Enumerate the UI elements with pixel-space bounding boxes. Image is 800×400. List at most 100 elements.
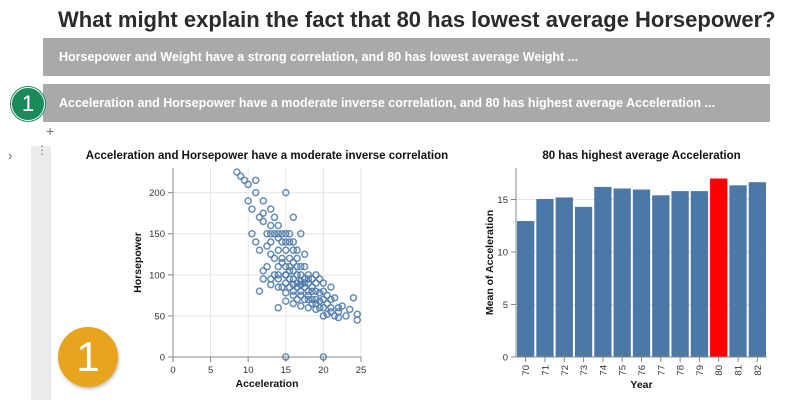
scatter-point [289,287,298,296]
bar-72 [555,197,573,357]
scatter-point [319,303,328,312]
scatter-point [282,271,290,279]
scatter-point [312,305,320,314]
x-tick-label: 78 [676,365,687,376]
scatter-point [289,213,298,222]
x-tick-label: 73 [579,365,590,376]
x-tick-label: 71 [540,365,551,376]
scatter-point [289,238,298,246]
scatter-point [308,299,316,308]
scatter-point [297,229,305,238]
x-tick-label: 0 [170,365,175,376]
scatter-point [248,205,256,213]
scatter-point [282,262,290,271]
scatter-point [315,289,324,297]
x-tick-label: 10 [243,365,254,376]
scatter-point [304,303,313,312]
x-tick-label: 79 [695,365,706,376]
scatter-point [300,295,309,304]
scatter-point [312,295,320,304]
page-title: What might explain the fact that 80 has … [58,7,776,32]
scatter-point [297,291,305,300]
scatter-point [289,291,298,300]
scatter-point [233,168,241,176]
scatter-point [270,213,279,222]
y-tick-label: 200 [149,188,165,199]
scatter-point [312,279,320,287]
scatter-point [270,271,279,279]
scatter-point [274,303,283,312]
add-cell-button[interactable]: + [46,123,55,139]
scatter-point [334,303,343,312]
scatter-point [278,229,286,238]
cell-menu-icon[interactable]: ⋮ [36,143,48,157]
scatter-point [274,271,283,279]
scatter-point [285,262,294,271]
scatter-point [278,254,286,263]
scatter-point [293,254,301,263]
scatter-point [248,229,256,238]
scatter-point [297,302,305,310]
scatter-point [274,221,283,230]
scatter-point [282,246,290,254]
scatter-point [330,312,339,320]
y-tick-label: 0 [160,353,165,364]
explanation-item-1[interactable]: Horsepower and Weight have a strong corr… [43,38,770,76]
y-tick-label: 50 [154,311,165,322]
scatter-point [240,176,249,185]
scatter-point [338,302,346,310]
x-tick-label: 81 [734,365,745,376]
scatter-point [244,197,252,205]
scatter-point [323,291,331,300]
scatter-point [319,295,328,304]
scatter-point [274,234,283,242]
scatter-point [255,287,264,296]
scatter-point [274,283,283,291]
scatter-point [319,287,328,296]
x-tick-label: 80 [714,365,725,376]
scatter-point [293,279,301,287]
scatter-point [267,280,275,289]
scatter-point [289,299,298,308]
scatter-point [293,271,301,279]
scatter-point [353,316,361,324]
y-tick-label: 100 [149,270,165,281]
x-tick-label: 5 [208,365,213,376]
scatter-point [297,262,305,271]
explanation-item-2[interactable]: Acceleration and Horsepower have a moder… [43,84,770,122]
scatter-point [315,275,324,283]
x-tick-label: 20 [318,365,329,376]
y-tick-label: 150 [149,229,165,240]
scatter-point [300,262,309,271]
chevron-right-icon[interactable]: › [8,148,13,163]
x-tick-label: 82 [753,365,764,376]
x-tick-label: 75 [618,365,629,376]
scatter-point [289,258,298,267]
scatter-point [285,275,294,283]
scatter-point [319,279,328,287]
scatter-point [308,275,316,283]
scatter-point [300,275,309,283]
bar-74 [594,186,612,357]
scatter-point [289,246,298,254]
x-axis-label: Acceleration [235,378,298,390]
scatter-point [334,313,343,322]
scatter-point [285,229,294,238]
scatter-point [300,279,309,287]
scatter-point [282,238,290,246]
scatter-point [267,238,275,246]
scatter-point [263,262,271,271]
scatter-point [282,229,290,238]
scatter-chart: Acceleration and Horsepower have a moder… [86,150,448,390]
bar-77 [652,195,670,357]
bar-title: 80 has highest average Acceleration [542,150,740,162]
scatter-point [244,180,252,189]
x-tick-label: 70 [521,365,532,376]
scatter-point [251,238,260,246]
x-tick-label: 77 [656,365,667,376]
scatter-point [267,205,275,213]
scatter-point [259,275,267,283]
scatter-point [274,229,283,238]
bar-80 [710,178,728,357]
scatter-point [278,238,286,246]
